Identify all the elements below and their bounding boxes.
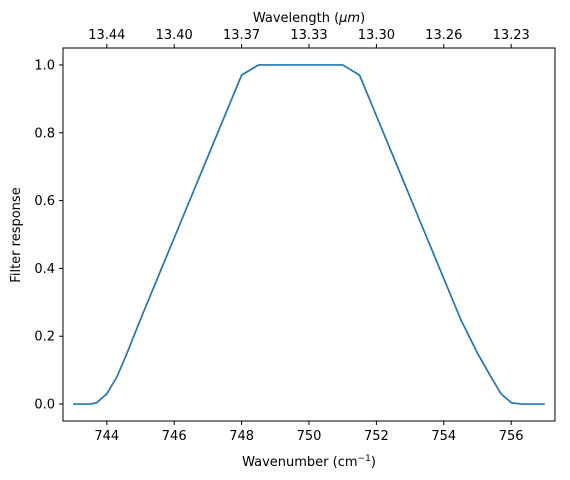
x-tick-label: 754 — [431, 429, 456, 444]
y-tick-label: 1.0 — [34, 58, 55, 73]
y-tick-label: 0.2 — [34, 330, 55, 345]
x-axis-ticks: 744 746 748 750 752 754 756 — [94, 421, 524, 444]
top-tick-label: 13.44 — [88, 28, 125, 43]
top-tick-label: 13.30 — [358, 28, 395, 43]
y-axis-label: Filter response — [9, 187, 24, 282]
x-tick-label: 746 — [162, 429, 187, 444]
top-axis-label-unit: μm — [338, 11, 360, 26]
y-tick-label: 0.6 — [34, 194, 55, 209]
x-axis-label-superscript: −1 — [358, 454, 371, 464]
top-axis-label: Wavelength (μm) — [253, 11, 365, 26]
y-tick-label: 0.4 — [34, 262, 55, 277]
top-tick-label: 13.40 — [156, 28, 193, 43]
y-axis-ticks: 0.0 0.2 0.4 0.6 0.8 1.0 — [34, 58, 63, 413]
y-tick-label: 0.8 — [34, 126, 55, 141]
x-tick-label: 752 — [364, 429, 389, 444]
top-tick-label: 13.26 — [425, 28, 462, 43]
x-tick-label: 748 — [229, 429, 254, 444]
x-axis-label: Wavenumber (cm−1) — [242, 454, 376, 470]
x-tick-label: 756 — [499, 429, 524, 444]
y-tick-label: 0.0 — [34, 398, 55, 413]
plot-area-frame — [62, 47, 556, 422]
x-tick-label: 750 — [297, 429, 322, 444]
top-tick-label: 13.23 — [493, 28, 530, 43]
filter-response-line — [73, 64, 545, 405]
top-tick-label: 13.37 — [223, 28, 260, 43]
top-axis-ticks: 13.44 13.40 13.37 13.33 13.30 13.26 13.23 — [88, 28, 530, 48]
x-tick-label: 744 — [94, 429, 119, 444]
top-tick-label: 13.33 — [290, 28, 327, 43]
